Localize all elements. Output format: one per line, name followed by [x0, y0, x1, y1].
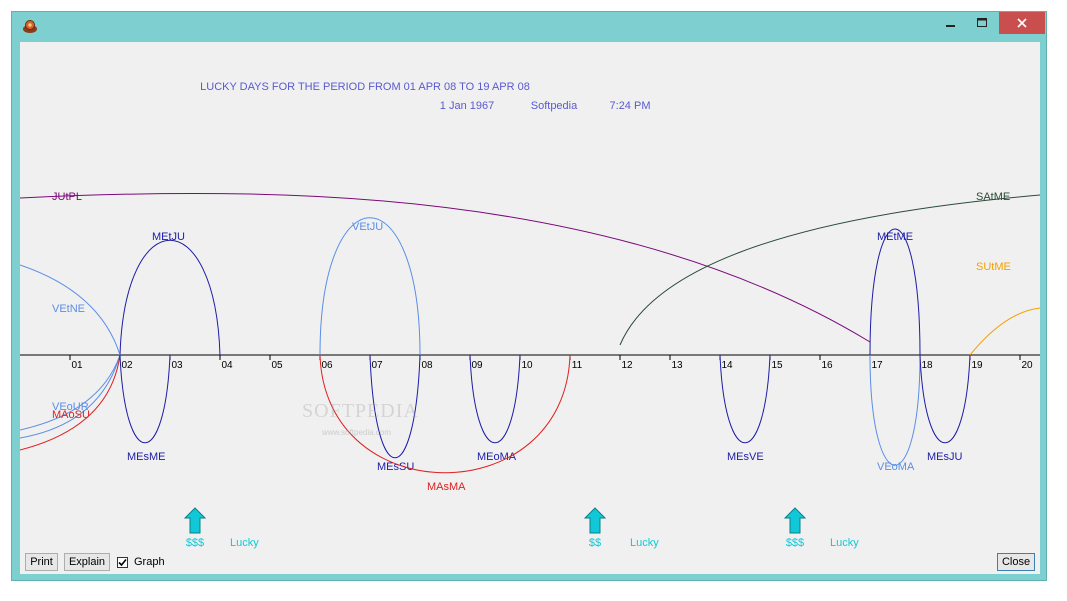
below-arc-label: MEsME — [127, 451, 166, 463]
checkmark-icon — [118, 558, 127, 566]
below-arc-messu — [369, 354, 421, 459]
below-arc-masma — [319, 354, 571, 474]
close-window-button[interactable] — [999, 12, 1045, 34]
axis-day-label: 20 — [1021, 360, 1033, 371]
axis-day-label: 04 — [221, 360, 233, 371]
lucky-label: Lucky — [830, 537, 859, 549]
above-arc-satme — [619, 194, 1040, 346]
lucky-symbol: $$$ — [186, 537, 204, 549]
above-arc-label: JUtPL — [52, 191, 82, 203]
lucky-label: Lucky — [230, 537, 259, 549]
below-arc-veour — [20, 354, 121, 431]
axis-day-label: 01 — [71, 360, 83, 371]
axis-day-label: 02 — [121, 360, 133, 371]
lucky-days-chart: LUCKY DAYS FOR THE PERIOD FROM 01 APR 08… — [20, 81, 1040, 549]
client-area: LUCKY DAYS FOR THE PERIOD FROM 01 APR 08… — [20, 42, 1040, 574]
axis-day-label: 17 — [871, 360, 883, 371]
lucky-arrow-icon — [783, 507, 807, 534]
above-arc-label: MEtJU — [152, 231, 185, 243]
below-arc-label: MEsJU — [927, 451, 963, 463]
explain-button[interactable]: Explain — [64, 553, 110, 571]
below-arc-label: MEoMA — [477, 451, 517, 463]
axis-day-label: 12 — [621, 360, 633, 371]
axis-day-label: 19 — [971, 360, 983, 371]
lucky-label: Lucky — [630, 537, 659, 549]
above-arc-jutpl — [20, 193, 871, 343]
app-icon[interactable] — [22, 18, 38, 34]
lucky-arrow-icon — [583, 507, 607, 534]
below-arc-label: VEoUR — [52, 401, 89, 413]
below-arc-label: MAsMA — [427, 481, 466, 493]
minimize-icon — [946, 25, 955, 27]
below-arc-label: VEoMA — [877, 461, 915, 473]
minimize-button[interactable] — [936, 12, 966, 34]
period-title: LUCKY DAYS FOR THE PERIOD FROM 01 APR 08… — [200, 81, 530, 93]
above-arc-label: SAtME — [976, 191, 1010, 203]
axis-day-label: 14 — [721, 360, 733, 371]
close-button[interactable]: Close — [997, 553, 1035, 571]
below-arc-label: MEsVE — [727, 451, 764, 463]
close-icon — [1017, 18, 1027, 28]
above-arc-label: VEtJU — [352, 221, 383, 233]
watermark-sub: www.softpedia.com — [322, 428, 391, 437]
axis-day-label: 10 — [521, 360, 533, 371]
above-arc-label: MEtME — [877, 231, 913, 243]
axis-day-label: 13 — [671, 360, 683, 371]
watermark: SOFTPEDIA — [302, 400, 419, 422]
graph-checkbox[interactable] — [117, 556, 128, 568]
below-arc-veour — [20, 354, 121, 439]
title-bar[interactable] — [12, 12, 1046, 42]
axis-day-label: 05 — [271, 360, 283, 371]
maximize-icon — [976, 18, 987, 27]
graph-toggle[interactable]: Graph — [117, 556, 165, 568]
below-arc-mesme — [119, 354, 171, 443]
app-window: LUCKY DAYS FOR THE PERIOD FROM 01 APR 08… — [11, 11, 1047, 581]
lucky-symbol: $$ — [589, 537, 601, 549]
lucky-arrow-icon — [183, 507, 207, 534]
header-time: 7:24 PM — [610, 100, 651, 112]
graph-label: Graph — [134, 556, 165, 568]
axis-day-label: 03 — [171, 360, 183, 371]
maximize-button[interactable] — [967, 12, 997, 34]
axis-day-label: 16 — [821, 360, 833, 371]
axis-day-label: 08 — [421, 360, 433, 371]
above-arc-vetju — [319, 217, 421, 356]
print-button[interactable]: Print — [25, 553, 58, 571]
axis-day-label: 07 — [371, 360, 383, 371]
above-arc-metme — [869, 228, 921, 356]
axis-day-label: 09 — [471, 360, 483, 371]
axis-day-label: 18 — [921, 360, 933, 371]
below-arc-veoma — [869, 354, 921, 466]
below-arc-meoma — [469, 354, 521, 443]
header-date: 1 Jan 1967 — [440, 100, 494, 112]
below-arc-maosu — [20, 354, 121, 451]
axis-day-label: 06 — [321, 360, 333, 371]
below-arc-label: MEsSU — [377, 461, 414, 473]
above-arc-metju — [119, 239, 221, 356]
above-arc-label: VEtNE — [52, 303, 85, 315]
lucky-symbol: $$$ — [786, 537, 804, 549]
below-arc-mesju — [919, 354, 971, 443]
below-arc-label: MAoSU — [52, 409, 90, 421]
above-arc-vetne — [20, 264, 121, 356]
axis-day-label: 15 — [771, 360, 783, 371]
above-arc-label: SUtME — [976, 261, 1011, 273]
above-arc-sutme — [969, 307, 1040, 356]
below-arc-mesve — [719, 354, 771, 443]
header-name: Softpedia — [531, 100, 578, 112]
axis-day-label: 11 — [572, 360, 583, 371]
